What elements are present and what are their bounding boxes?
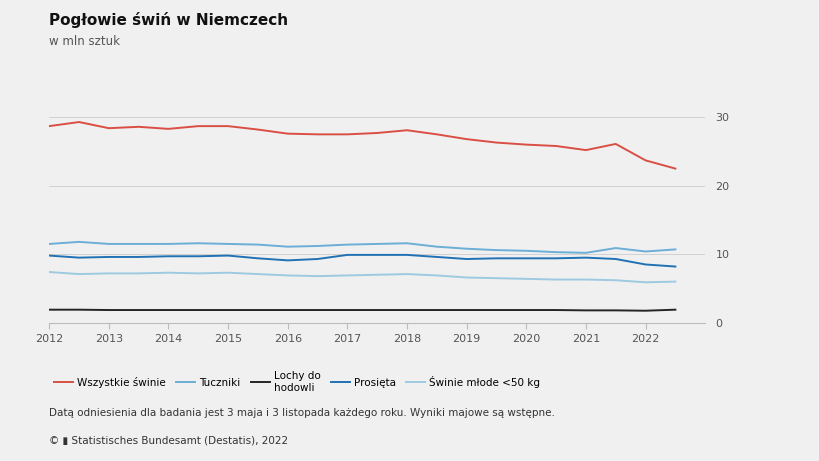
Text: Pogłowie świń w Niemczech: Pogłowie świń w Niemczech: [49, 12, 288, 28]
Text: Datą odniesienia dla badania jest 3 maja i 3 listopada każdego roku. Wyniki majo: Datą odniesienia dla badania jest 3 maja…: [49, 408, 554, 418]
Legend: Wszystkie świnie, Tuczniki, Lochy do
hodowli, Prosięta, Świnie młode <50 kg: Wszystkie świnie, Tuczniki, Lochy do hod…: [54, 371, 540, 393]
Text: w mln sztuk: w mln sztuk: [49, 35, 120, 47]
Text: © ▮ Statistisches Bundesamt (Destatis), 2022: © ▮ Statistisches Bundesamt (Destatis), …: [49, 436, 288, 446]
